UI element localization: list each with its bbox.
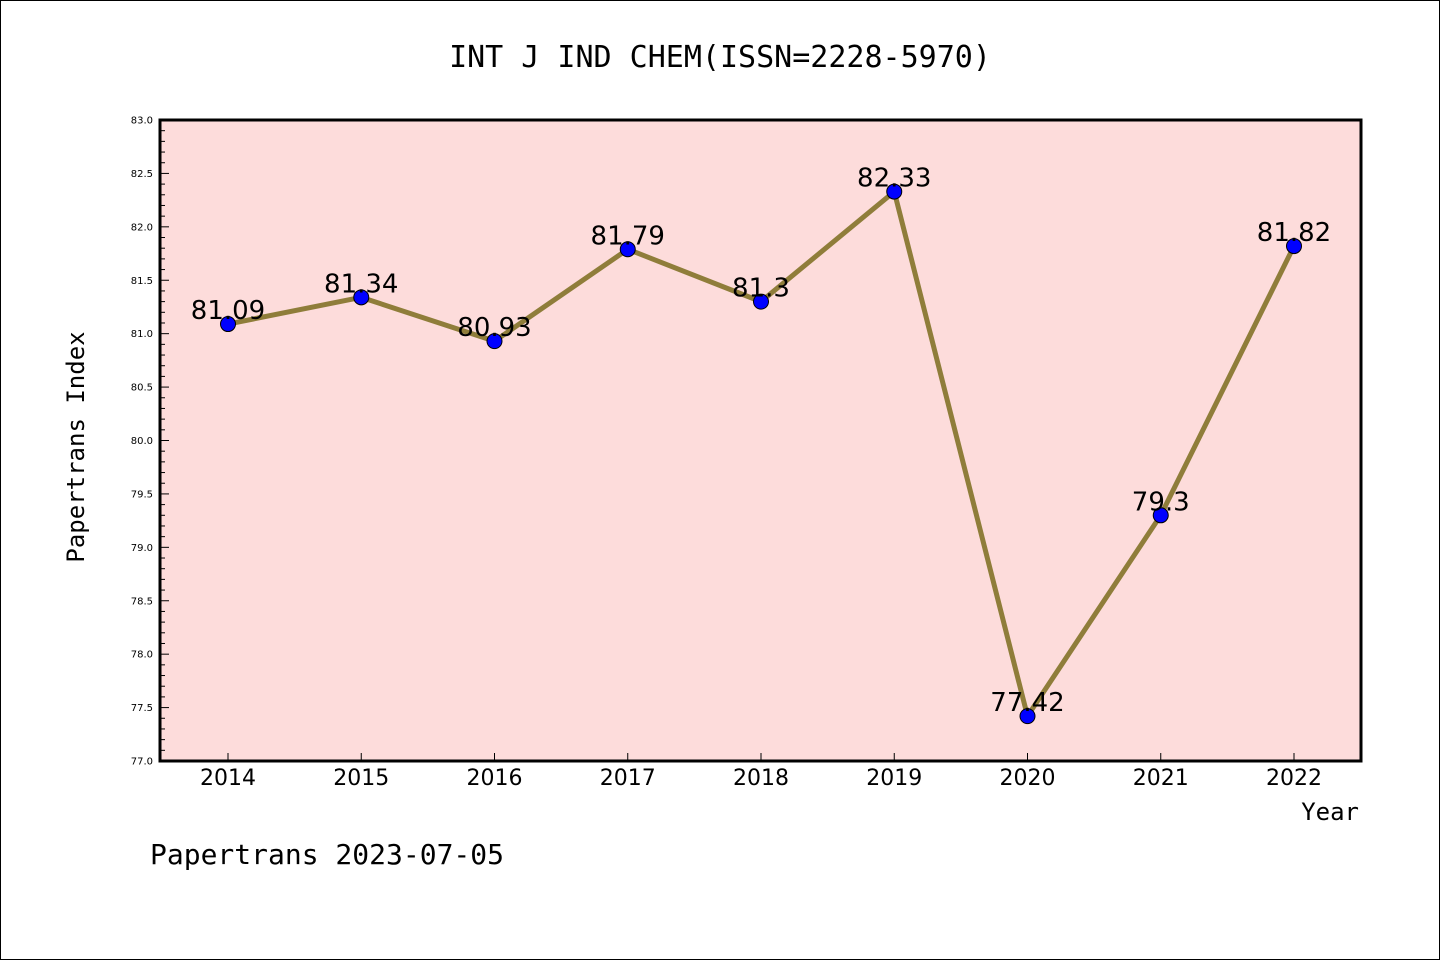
plot-border [158, 118, 1363, 763]
x-axis: 2014 2015 2016 2017 2018 2019 2020 2021 2022 [200, 753, 1322, 791]
footer-date: Papertrans 2023-07-05 [150, 838, 504, 871]
x-tick-label: 2016 [467, 766, 523, 791]
y-tick-label: 78.0 [131, 650, 153, 661]
data-label: 79.3 [1132, 487, 1190, 517]
data-point [619, 241, 636, 258]
plot-area [160, 120, 1361, 761]
data-point [353, 289, 370, 306]
data-point [1286, 238, 1302, 255]
data-label: 81.79 [591, 221, 665, 251]
data-points [220, 183, 1302, 725]
x-tick-label: 2021 [1133, 766, 1189, 791]
y-tick-label: 80.5 [131, 383, 153, 394]
x-tick-label: 2017 [600, 766, 656, 791]
y-tick-label: 81.5 [131, 276, 153, 287]
data-label: 81.34 [324, 269, 398, 299]
data-label: 81.09 [191, 296, 265, 326]
y-tick-label: 80.0 [131, 436, 153, 447]
data-label: 81.82 [1257, 218, 1331, 248]
data-label: 82.33 [857, 164, 931, 194]
x-tick-label: 2015 [333, 766, 389, 791]
y-tick-label: 78.5 [131, 596, 153, 607]
y-tick-label: 81.0 [131, 329, 153, 340]
x-tick-label: 2019 [866, 766, 922, 791]
y-tick-label: 77.5 [131, 703, 153, 714]
chart-title: INT J IND CHEM(ISSN=2228-5970) [449, 40, 991, 75]
data-label: 81.3 [732, 274, 790, 304]
data-labels: 81.09 81.34 80.93 81.79 81.3 82.33 77.42 79.3 81… [191, 164, 1331, 719]
data-point [486, 333, 503, 350]
x-tick-label: 2018 [733, 766, 789, 791]
y-tick-label: 83.0 [131, 116, 153, 127]
x-axis-label: Year [1301, 798, 1359, 826]
x-tick-label: 2020 [1000, 766, 1056, 791]
data-label: 77.42 [990, 688, 1064, 718]
y-axis-label: Papertrans Index [62, 331, 90, 562]
x-tick-label: 2014 [200, 766, 256, 791]
data-point [1152, 507, 1169, 524]
y-tick-label: 77.0 [131, 757, 153, 768]
y-tick-label: 79.0 [131, 543, 153, 554]
data-point [1019, 708, 1036, 725]
y-tick-label: 79.5 [131, 489, 153, 500]
data-point [220, 316, 236, 333]
data-label: 80.93 [457, 313, 531, 343]
data-point [753, 293, 769, 310]
y-tick-label: 82.0 [131, 222, 153, 233]
data-point [886, 183, 903, 200]
y-tick-label: 82.5 [131, 169, 153, 180]
x-tick-label: 2022 [1266, 766, 1322, 791]
